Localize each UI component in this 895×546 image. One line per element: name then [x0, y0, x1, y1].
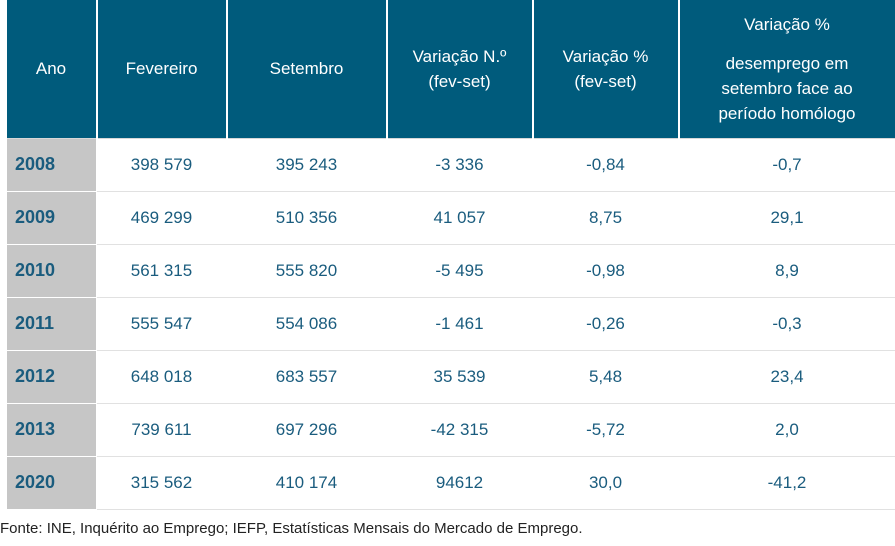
table-header: Ano Fevereiro Setembro Variação N.º (fev-set… — [6, 0, 895, 138]
cell-variacao-pct: 8,75 — [532, 191, 679, 245]
header-line: setembro face ao — [721, 78, 853, 98]
table-row: 2020 315 562 410 174 94612 30,0 -41,2 — [6, 456, 895, 510]
header-ano: Ano — [6, 0, 98, 138]
cell-ano: 2013 — [6, 403, 97, 457]
cell-setembro: 683 557 — [226, 350, 387, 404]
cell-variacao-pct: 30,0 — [532, 456, 679, 510]
cell-fevereiro: 315 562 — [96, 456, 227, 510]
cell-variacao-n: -1 461 — [386, 297, 533, 351]
cell-ano: 2008 — [6, 137, 97, 192]
cell-variacao-pct: -5,72 — [532, 403, 679, 457]
cell-setembro: 395 243 — [226, 137, 387, 192]
cell-ano: 2020 — [6, 456, 97, 510]
cell-fevereiro: 398 579 — [96, 137, 227, 192]
cell-variacao-homologo: -41,2 — [678, 456, 895, 510]
header-line: (fev-set) — [428, 71, 491, 91]
table-body: 2008 398 579 395 243 -3 336 -0,84 -0,7 2009 469… — [6, 137, 895, 510]
table-row: 2012 648 018 683 557 35 539 5,48 23,4 — [6, 350, 895, 404]
cell-variacao-n: -5 495 — [386, 244, 533, 298]
cell-variacao-homologo: 29,1 — [678, 191, 895, 245]
header-line: Variação % — [744, 14, 830, 34]
cell-variacao-pct: -0,98 — [532, 244, 679, 298]
header-line: Ano — [35, 59, 67, 79]
cell-variacao-homologo: -0,3 — [678, 297, 895, 351]
cell-variacao-n: -3 336 — [386, 137, 533, 192]
table-row: 2010 561 315 555 820 -5 495 -0,98 8,9 — [6, 244, 895, 298]
cell-fevereiro: 739 611 — [96, 403, 227, 457]
table-row: 2011 555 547 554 086 -1 461 -0,26 -0,3 — [6, 297, 895, 351]
header-line: Variação % — [562, 46, 649, 66]
unemployment-table: Ano Fevereiro Setembro Variação N.º (fev-set… — [6, 0, 895, 510]
cell-ano: 2010 — [6, 244, 97, 298]
header-row: Ano Fevereiro Setembro Variação N.º (fev-set… — [6, 0, 895, 138]
header-variacao-homologo: Variação % desemprego em setembro face ao p… — [677, 0, 895, 138]
cell-variacao-homologo: 2,0 — [678, 403, 895, 457]
cell-setembro: 555 820 — [226, 244, 387, 298]
cell-variacao-homologo: 23,4 — [678, 350, 895, 404]
cell-fevereiro: 561 315 — [96, 244, 227, 298]
header-line: Setembro — [269, 59, 344, 79]
cell-fevereiro: 469 299 — [96, 191, 227, 245]
data-table-container: Ano Fevereiro Setembro Variação N.º (fev-set… — [6, 0, 895, 510]
cell-variacao-pct: 5,48 — [532, 350, 679, 404]
cell-variacao-homologo: -0,7 — [678, 137, 895, 192]
header-fevereiro: Fevereiro — [95, 0, 228, 138]
header-line: Variação N.º — [412, 46, 507, 66]
cell-setembro: 410 174 — [226, 456, 387, 510]
cell-variacao-pct: -0,26 — [532, 297, 679, 351]
table-row: 2009 469 299 510 356 41 057 8,75 29,1 — [6, 191, 895, 245]
cell-ano: 2012 — [6, 350, 97, 404]
table-row: 2008 398 579 395 243 -3 336 -0,84 -0,7 — [6, 137, 895, 192]
cell-fevereiro: 555 547 — [96, 297, 227, 351]
table-row: 2013 739 611 697 296 -42 315 -5,72 2,0 — [6, 403, 895, 457]
header-variacao-pct: Variação % (fev-set) — [531, 0, 680, 138]
header-line: período homólogo — [718, 103, 856, 123]
header-line: Fevereiro — [125, 59, 198, 79]
cell-variacao-n: -42 315 — [386, 403, 533, 457]
cell-ano: 2009 — [6, 191, 97, 245]
cell-variacao-n: 41 057 — [386, 191, 533, 245]
header-line: (fev-set) — [574, 71, 637, 91]
header-variacao-n: Variação N.º (fev-set) — [385, 0, 534, 138]
cell-variacao-pct: -0,84 — [532, 137, 679, 192]
source-note: Fonte: INE, Inquérito ao Emprego; IEFP, … — [0, 520, 583, 537]
cell-setembro: 510 356 — [226, 191, 387, 245]
cell-ano: 2011 — [6, 297, 97, 351]
cell-fevereiro: 648 018 — [96, 350, 227, 404]
cell-variacao-n: 35 539 — [386, 350, 533, 404]
cell-variacao-n: 94612 — [386, 456, 533, 510]
header-line: desemprego em — [725, 53, 849, 73]
header-setembro: Setembro — [225, 0, 388, 138]
header-gap — [684, 37, 891, 51]
cell-variacao-homologo: 8,9 — [678, 244, 895, 298]
cell-setembro: 554 086 — [226, 297, 387, 351]
cell-setembro: 697 296 — [226, 403, 387, 457]
